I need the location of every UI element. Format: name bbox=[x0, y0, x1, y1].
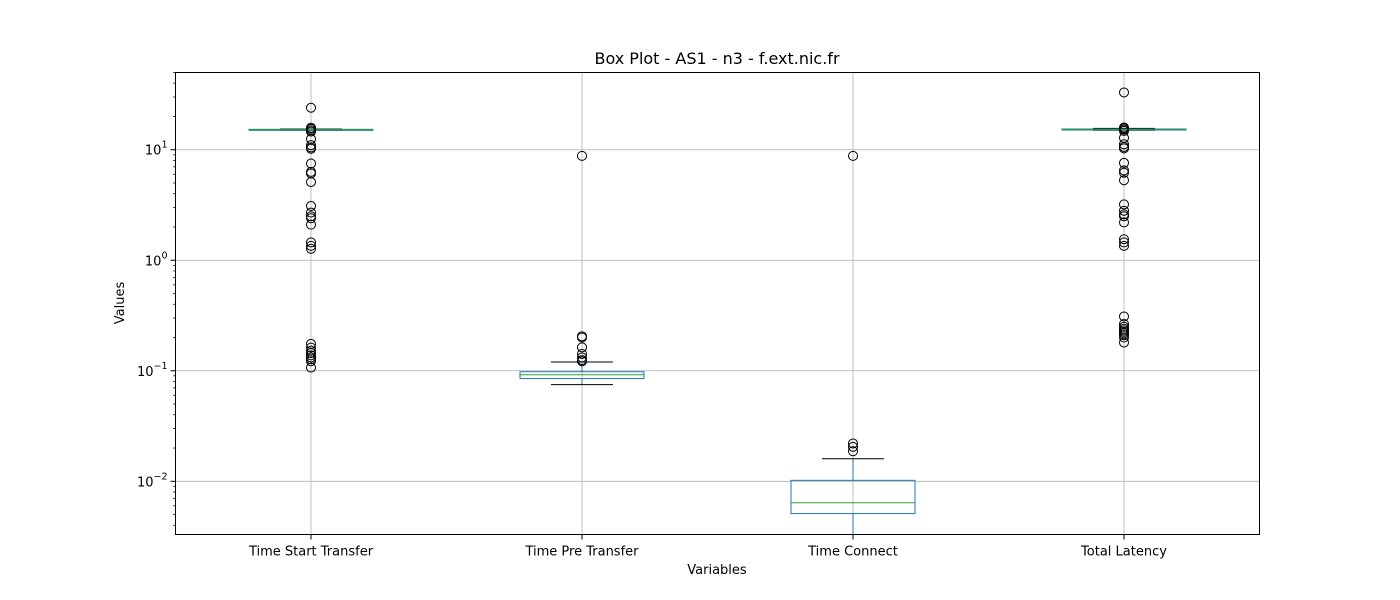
outlier-point bbox=[306, 200, 316, 211]
x-axis-label: Variables bbox=[687, 563, 747, 578]
x-tick-label: Time Start Transfer bbox=[248, 545, 374, 560]
outlier-point bbox=[306, 158, 316, 169]
outlier-point bbox=[306, 102, 316, 113]
outlier-point bbox=[577, 356, 587, 367]
y-tick-label: 10−1 bbox=[137, 361, 168, 380]
outlier-point bbox=[306, 134, 316, 145]
outlier-point bbox=[306, 240, 316, 251]
outlier-point bbox=[1119, 87, 1129, 98]
outlier-point bbox=[1119, 165, 1129, 176]
y-tick-label: 101 bbox=[145, 140, 168, 159]
y-axis-label: Values bbox=[113, 282, 128, 325]
chart-title: Box Plot - AS1 - n3 - f.ext.nic.fr bbox=[594, 49, 839, 68]
outlier-point bbox=[577, 150, 587, 161]
y-tick-label: 10−2 bbox=[137, 471, 168, 490]
outlier-point bbox=[1119, 143, 1129, 154]
outlier-point bbox=[1119, 330, 1129, 341]
outlier-point bbox=[1119, 157, 1129, 168]
outlier-point bbox=[306, 243, 316, 254]
outlier-point bbox=[306, 177, 316, 188]
y-tick-label: 100 bbox=[145, 250, 168, 269]
outlier-point bbox=[306, 213, 316, 224]
outlier-point bbox=[1119, 167, 1129, 178]
outlier-point bbox=[306, 362, 316, 373]
grid-layer bbox=[175, 72, 1260, 535]
x-tick-label: Time Connect bbox=[807, 545, 898, 560]
outlier-point bbox=[306, 140, 316, 151]
outlier-point bbox=[577, 342, 587, 353]
outlier-point bbox=[1119, 217, 1129, 228]
outlier-point bbox=[306, 126, 316, 137]
boxes-layer bbox=[248, 87, 1187, 535]
outlier-point bbox=[577, 348, 587, 359]
outlier-point bbox=[1119, 199, 1129, 210]
outlier-point bbox=[306, 219, 316, 230]
outlier-point bbox=[848, 441, 858, 452]
x-tick-label: Total Latency bbox=[1080, 545, 1167, 560]
outlier-point bbox=[577, 352, 587, 363]
outlier-point bbox=[848, 150, 858, 161]
ticks-layer: 10−2 10−1 100 101 Time Start Transfer Time Pr… bbox=[137, 72, 1167, 560]
outlier-point bbox=[848, 438, 858, 449]
outlier-point bbox=[1119, 125, 1129, 136]
outlier-point bbox=[306, 143, 316, 154]
outlier-point bbox=[1119, 234, 1129, 245]
box-iqr bbox=[790, 479, 916, 515]
plot-frame bbox=[175, 72, 1260, 535]
outlier-point bbox=[1119, 237, 1129, 248]
outlier-point bbox=[306, 342, 316, 353]
outlier-point bbox=[848, 446, 858, 457]
outlier-point bbox=[306, 237, 316, 248]
outlier-point bbox=[1119, 139, 1129, 150]
outlier-point bbox=[1119, 175, 1129, 186]
outlier-point bbox=[1119, 205, 1129, 216]
outlier-point bbox=[306, 356, 316, 367]
outlier-point bbox=[1119, 240, 1129, 251]
outlier-point bbox=[1119, 337, 1129, 348]
outlier-point bbox=[1119, 332, 1129, 343]
outlier-point bbox=[577, 332, 587, 343]
x-tick-label: Time Pre Transfer bbox=[524, 545, 639, 560]
outlier-point bbox=[1119, 211, 1129, 222]
outlier-point bbox=[1119, 311, 1129, 322]
outlier-point bbox=[306, 207, 316, 218]
outlier-point bbox=[306, 347, 316, 358]
